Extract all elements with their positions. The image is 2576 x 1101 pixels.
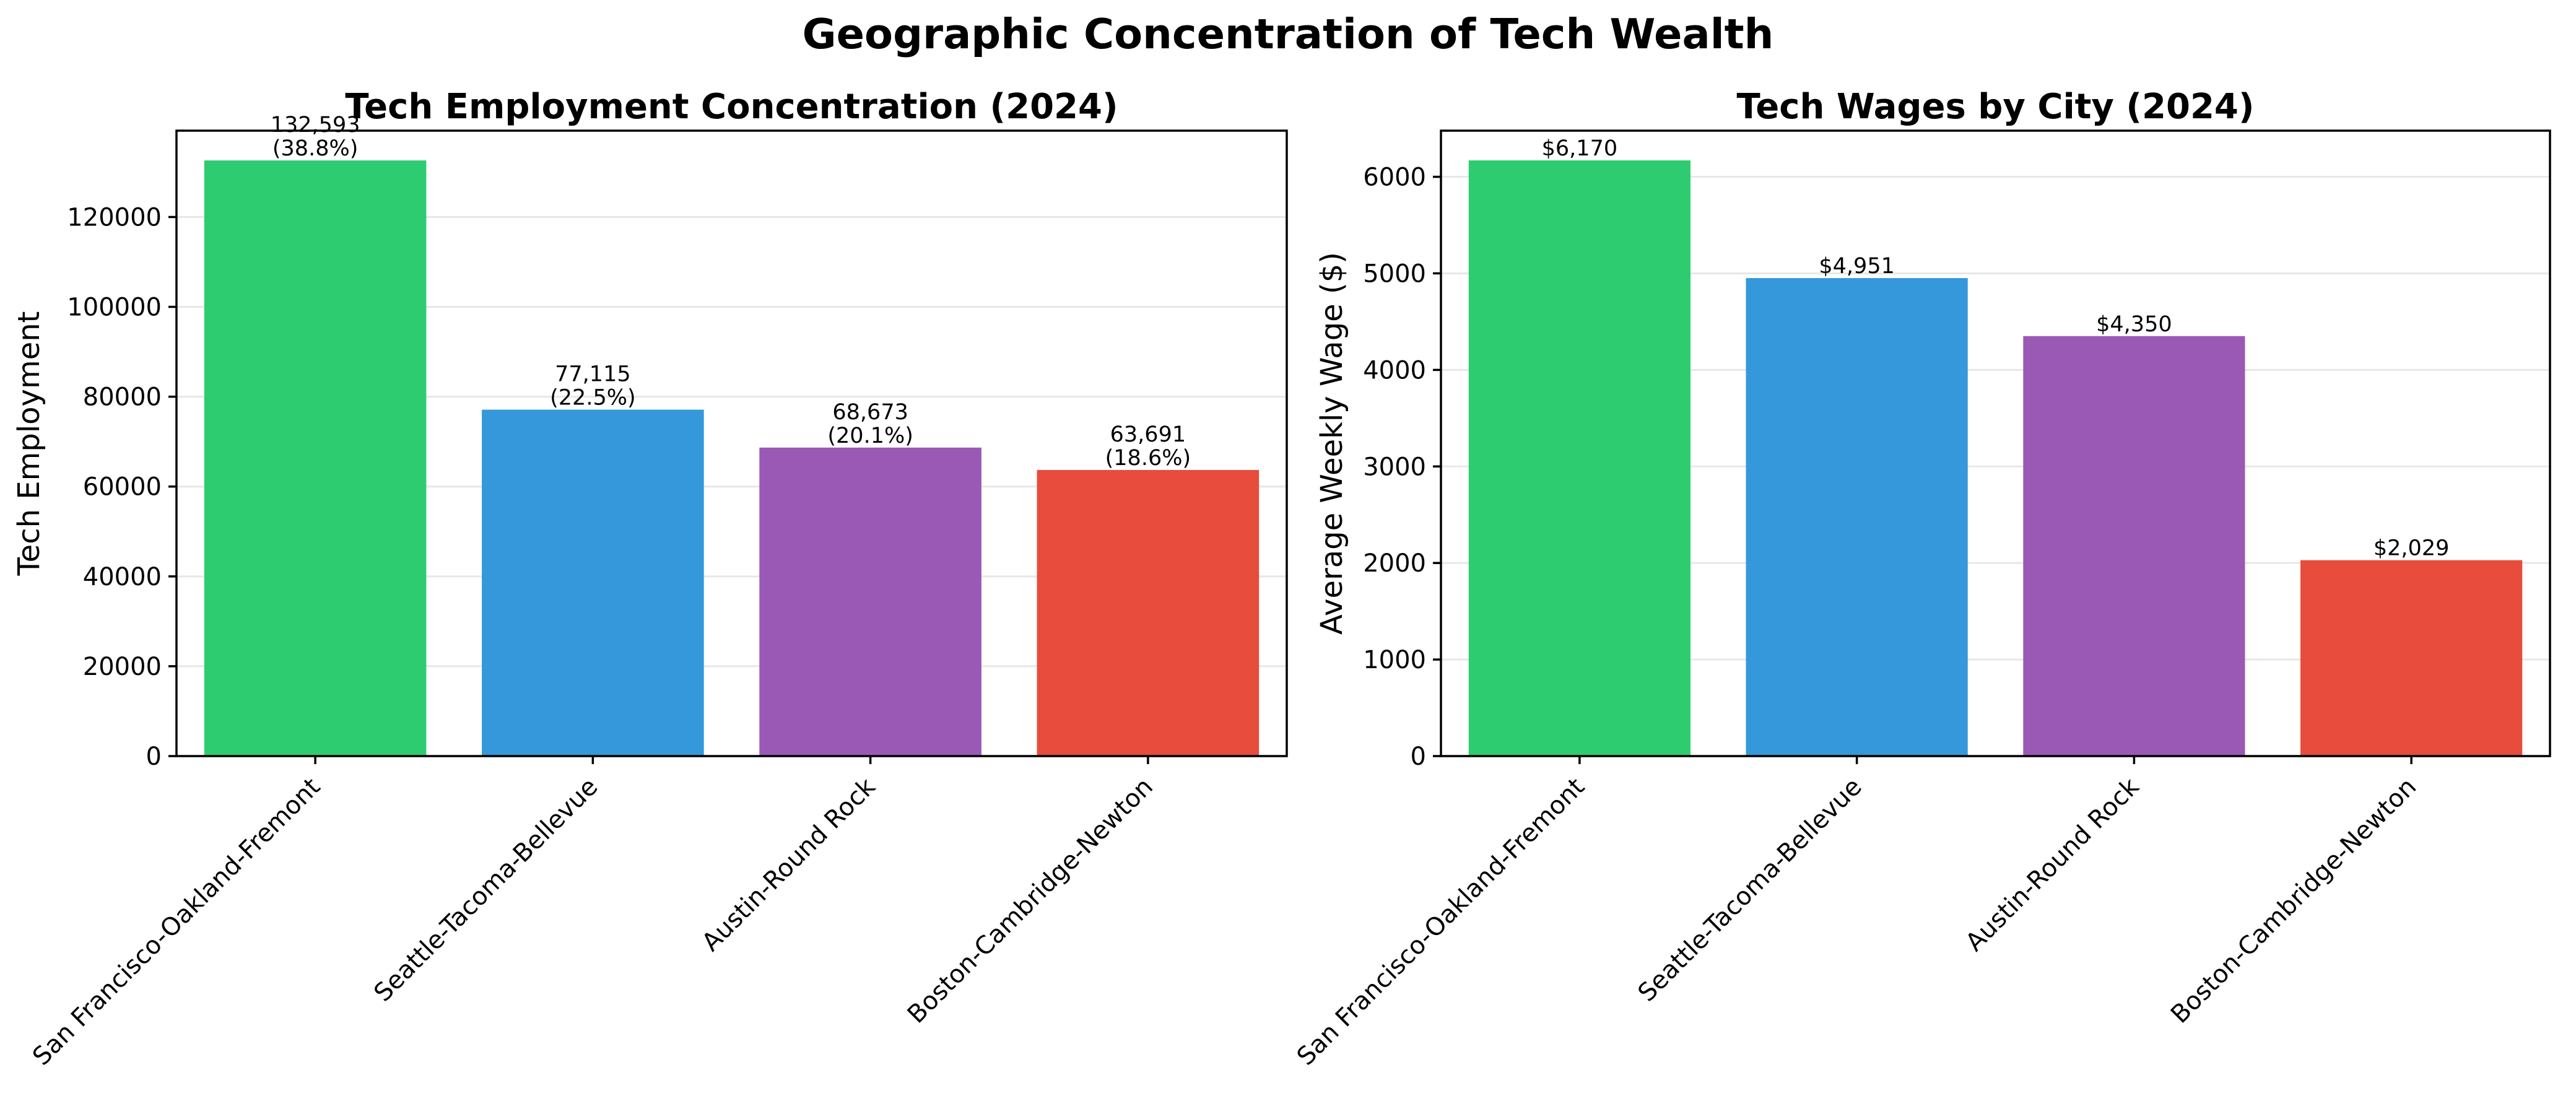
employment-y-axis-label: Tech Employment <box>12 311 46 577</box>
wages-data-label: $4,350 <box>2096 312 2172 337</box>
wages-ytick-label: 4000 <box>1363 356 1426 385</box>
wages-ytick-label: 6000 <box>1363 163 1426 192</box>
wages-ytick-label: 3000 <box>1363 453 1426 481</box>
employment-bar <box>1037 469 1260 756</box>
wages-data-label: $4,951 <box>1819 254 1894 279</box>
employment-ytick-label: 100000 <box>67 294 162 322</box>
figure-title: Geographic Concentration of Tech Wealth <box>803 10 1774 58</box>
employment-data-label: 68,673 <box>832 400 908 425</box>
employment-ytick-label: 60000 <box>83 473 162 502</box>
employment-ytick-label: 120000 <box>67 203 162 232</box>
wages-bar <box>1468 160 1690 756</box>
employment-bar <box>482 409 704 756</box>
employment-ytick-label: 0 <box>146 742 162 771</box>
employment-data-label: (20.1%) <box>827 424 913 448</box>
employment-bar <box>759 447 981 756</box>
employment-ytick-label: 20000 <box>83 653 162 681</box>
employment-data-label: (18.6%) <box>1105 446 1191 471</box>
wages-y-axis-label: Average Weekly Wage ($) <box>1315 252 1349 635</box>
wages-axes-frame <box>1440 129 2551 757</box>
employment-data-label: (22.5%) <box>550 386 636 411</box>
wages-ytick-label: 5000 <box>1363 259 1426 288</box>
wages-data-label: $6,170 <box>1542 136 1617 161</box>
employment-ytick-label: 80000 <box>83 383 162 412</box>
wages-bar <box>2300 560 2523 756</box>
wages-bar <box>1746 278 1968 756</box>
employment-axes-frame <box>175 129 1288 757</box>
wages-bar <box>2023 336 2245 756</box>
wages-ytick-label: 1000 <box>1363 646 1426 674</box>
employment-data-label: 63,691 <box>1110 422 1186 447</box>
employment-data-label: 77,115 <box>555 362 630 387</box>
wages-data-label: $2,029 <box>2374 536 2449 561</box>
wages-ytick-label: 0 <box>1411 742 1426 771</box>
employment-bar <box>204 160 427 756</box>
wages-chart-title: Tech Wages by City (2024) <box>1737 87 2255 127</box>
employment-data-label: 132,593 <box>271 113 360 137</box>
employment-chart-title: Tech Employment Concentration (2024) <box>345 87 1118 127</box>
employment-ytick-label: 40000 <box>83 563 162 591</box>
wages-ytick-label: 2000 <box>1363 549 1426 578</box>
employment-data-label: (38.8%) <box>272 136 359 161</box>
